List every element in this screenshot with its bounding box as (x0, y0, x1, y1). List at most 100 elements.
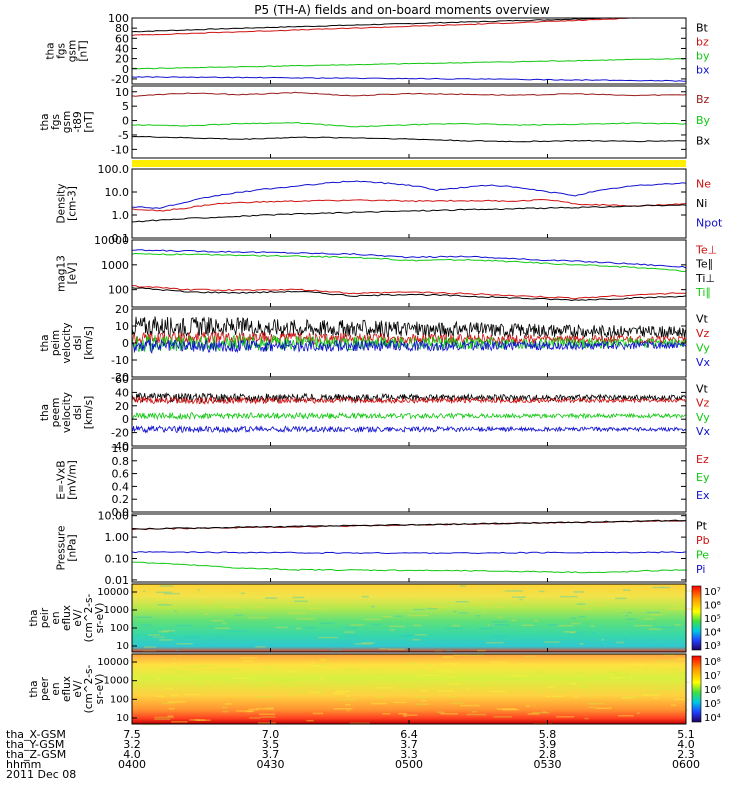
spectrogram-streak (453, 610, 457, 613)
spectrogram-streak (379, 648, 387, 650)
spectrogram-streak (227, 591, 242, 593)
legend-peem-velocity-3: Vx (696, 425, 711, 438)
y-axis-label-line: tha (28, 680, 40, 697)
spectrogram-streak (193, 719, 200, 721)
legend-peim-velocity-1: Vz (696, 327, 710, 340)
spectrogram-streak (176, 643, 193, 645)
spectrogram-streak (154, 716, 175, 719)
series-bx-line (132, 135, 686, 143)
spectrogram-streak (512, 675, 527, 677)
spectrogram-streak (446, 587, 462, 589)
spectrogram-streak (511, 619, 517, 622)
spectrogram-streak (211, 619, 224, 622)
spectrogram-streak (330, 645, 341, 647)
y-tick-label: 20 (115, 303, 129, 316)
spectrogram-streak (569, 682, 575, 685)
y-axis-label: tha peir en eflux eV/(cm^2-s-sr-eV) (28, 593, 106, 642)
x-row-value: 0530 (534, 758, 562, 771)
spectrogram-streak (413, 608, 425, 611)
spectrogram-streak (618, 715, 634, 717)
spectrogram-streak (308, 691, 319, 694)
spectrogram-streak (406, 663, 417, 665)
spectrogram-streak (429, 606, 439, 608)
y-axis-label: E=-VxB [mV/m] (56, 460, 79, 499)
spectrogram-streak (306, 719, 314, 722)
colorbar-tick-label: 10⁴ (704, 713, 721, 724)
spectrogram-streak (520, 592, 532, 594)
spectrogram-streak (522, 638, 535, 641)
spectrogram-streak (294, 600, 308, 602)
spectrogram-streak (570, 679, 583, 681)
spectrogram-streak (132, 678, 139, 680)
y-tick-label: 1000 (101, 259, 129, 272)
legend-peem-velocity-2: Vy (696, 411, 710, 424)
legend-efield-1: Ey (696, 471, 710, 484)
y-tick-label: -20 (111, 73, 129, 86)
legend-density-0: Ne (696, 177, 711, 190)
spectrogram-streak (164, 602, 172, 604)
spectrogram-streak (547, 587, 558, 589)
spectrogram-streak (573, 662, 579, 665)
y-axis-label: Density [cm-3] (56, 184, 79, 224)
spectrogram-streak (240, 592, 245, 595)
x-row-label: tha_Z-GSM (6, 748, 66, 761)
spectrogram-streak (512, 603, 522, 606)
spectrogram-streak (655, 626, 675, 629)
series-group (132, 180, 686, 223)
spectrogram-streak (539, 590, 545, 593)
spectrogram-streak (571, 622, 581, 625)
spectrogram-streak (535, 671, 543, 673)
series-bz-line (132, 18, 652, 36)
spectrogram-streak (679, 606, 683, 608)
y-tick-label: 0.8 (112, 455, 130, 468)
y-axis-label-line: sr-eV) (94, 674, 106, 705)
spectrogram-streak (361, 642, 375, 644)
spectrogram-streak (426, 607, 438, 610)
spectrogram-streak (475, 602, 494, 605)
spectrogram-streak (416, 587, 424, 589)
legend-efield-0: Ez (696, 453, 709, 466)
y-tick-label: 10000 (97, 587, 129, 598)
spectrogram-streak (167, 701, 186, 703)
spectrogram-streak (387, 648, 405, 650)
spectrogram-streak (446, 676, 455, 678)
spectrogram-streak (458, 612, 468, 614)
spectrogram-streak (158, 631, 170, 633)
colorbar-tick-label: 10⁴ (704, 628, 721, 639)
spectrogram-streak (202, 600, 214, 602)
spectrogram-streak (397, 635, 412, 638)
y-axis-label: tha peim velocity dsl [km/s] (39, 322, 95, 363)
spectrogram-streak (236, 710, 255, 712)
colorbar-tick-label: 10⁶ (704, 601, 721, 612)
spectrogram-streak (414, 599, 417, 601)
spectrogram-streak (588, 706, 595, 709)
spectrogram-streak (446, 671, 460, 673)
y-tick-label: 100 (108, 12, 129, 25)
series-group (132, 519, 686, 574)
spectrogram-streak (683, 601, 687, 603)
spectrogram-streak (350, 624, 365, 626)
series-pt-line (132, 519, 686, 530)
y-tick-label: -20 (111, 427, 129, 440)
spectrogram-streak (397, 712, 408, 715)
spectrogram-streak (308, 607, 323, 610)
spectrogram-streak (511, 596, 526, 598)
spectrogram-streak (222, 606, 241, 608)
spectrogram-streak (333, 642, 353, 645)
y-tick-label: 1000 (104, 605, 129, 616)
y-axis-label-line: tha (39, 334, 51, 351)
y-tick-label: 1000 (104, 676, 129, 687)
spectrogram-streak (485, 606, 491, 608)
spectrogram-streak (254, 593, 267, 596)
y-axis-label-line: dsl (72, 405, 84, 420)
spectrogram-streak (248, 684, 268, 687)
legend-density-1: Ni (696, 197, 707, 210)
spectrogram-streak (584, 717, 589, 720)
x-row-label: hhmm (6, 758, 41, 771)
spectrogram-streak (556, 624, 574, 627)
colorbar-tick-label: 10³ (704, 641, 721, 652)
spectrogram-streak (244, 593, 252, 595)
spectrogram-streak (451, 624, 461, 627)
spectrogram-streak (342, 627, 358, 629)
